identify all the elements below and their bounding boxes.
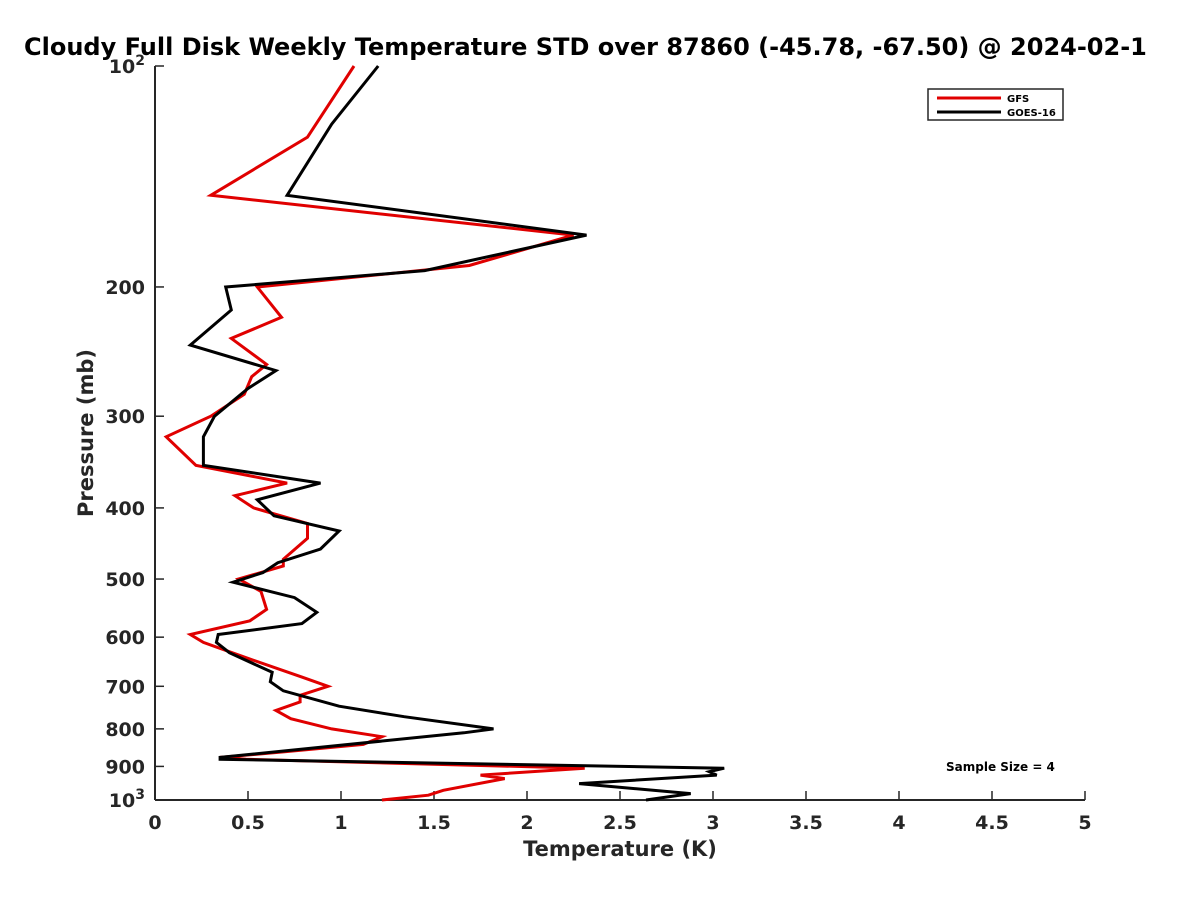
y-tick-label: 300 xyxy=(105,406,145,428)
series-line-goes-16 xyxy=(187,65,725,802)
y-tick-label: 102 xyxy=(109,53,145,78)
legend-label-goes-16: GOES-16 xyxy=(1007,108,1056,119)
x-tick-label: 4.5 xyxy=(975,812,1009,834)
y-tick-label: 500 xyxy=(105,569,145,591)
x-tick-label: 1.5 xyxy=(417,812,451,834)
y-tick-label: 103 xyxy=(109,787,145,812)
y-tick-label: 600 xyxy=(105,627,145,649)
chart-title: Cloudy Full Disk Weekly Temperature STD … xyxy=(24,33,1147,61)
y-ticks: 102 200 300 400 500 600 700 800 900 103 xyxy=(105,53,164,812)
y-tick-label: 900 xyxy=(105,756,145,778)
legend: GFS GOES-16 xyxy=(927,88,1064,121)
x-tick-label: 0 xyxy=(148,812,161,834)
series-line-gfs xyxy=(163,65,585,802)
x-tick-label: 3 xyxy=(706,812,719,834)
x-tick-label: 1 xyxy=(334,812,347,834)
x-tick-label: 5 xyxy=(1078,812,1091,834)
x-axis-label: Temperature (K) xyxy=(523,837,717,861)
x-tick-label: 4 xyxy=(892,812,905,834)
y-tick-label: 700 xyxy=(105,676,145,698)
plot-area: 0 0.5 1 1.5 2 2.5 3 3.5 4 4.5 5 102 200 300 400 500 600… xyxy=(105,53,1091,834)
legend-box xyxy=(927,88,1064,121)
y-tick-label: 200 xyxy=(105,277,145,299)
sample-size-annotation: Sample Size = 4 xyxy=(946,760,1055,774)
y-tick-label: 800 xyxy=(105,719,145,741)
x-tick-label: 2.5 xyxy=(603,812,637,834)
series-lines xyxy=(163,65,725,802)
x-tick-label: 0.5 xyxy=(231,812,265,834)
legend-entries: GFS GOES-16 xyxy=(937,94,1056,119)
x-tick-label: 2 xyxy=(520,812,533,834)
legend-label-gfs: GFS xyxy=(1007,94,1029,105)
y-tick-label: 400 xyxy=(105,498,145,520)
y-axis-label: Pressure (mb) xyxy=(74,349,98,517)
x-ticks: 0 0.5 1 1.5 2 2.5 3 3.5 4 4.5 5 xyxy=(148,791,1092,834)
x-tick-label: 3.5 xyxy=(789,812,823,834)
